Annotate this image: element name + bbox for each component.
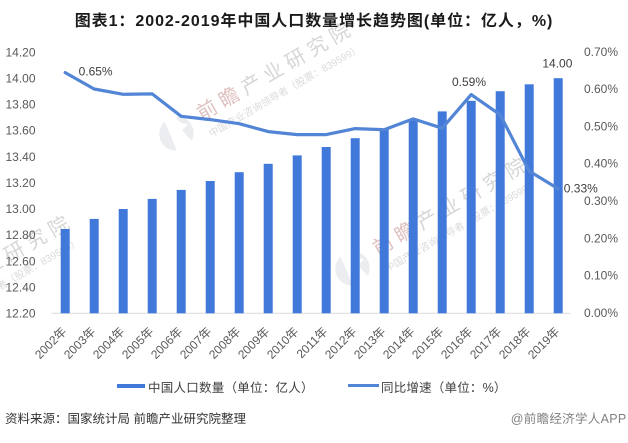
svg-text:2002年: 2002年 [32,324,69,361]
svg-text:2019年: 2019年 [525,324,562,361]
svg-text:0.50%: 0.50% [584,119,618,133]
svg-text:2012年: 2012年 [322,324,359,361]
svg-text:12.80: 12.80 [5,228,35,242]
svg-text:2017年: 2017年 [467,324,504,361]
svg-text:2008年: 2008年 [206,324,243,361]
svg-text:12.20: 12.20 [5,307,35,321]
svg-text:2016年: 2016年 [438,324,475,361]
svg-text:2007年: 2007年 [177,324,214,361]
svg-text:2018年: 2018年 [496,324,533,361]
svg-text:2013年: 2013年 [351,324,388,361]
svg-text:0.65%: 0.65% [79,64,113,78]
svg-text:0.40%: 0.40% [584,157,618,171]
svg-text:2015年: 2015年 [409,324,446,361]
svg-text:0.00%: 0.00% [584,306,618,320]
svg-text:0.60%: 0.60% [584,82,618,96]
svg-text:0.20%: 0.20% [584,231,618,245]
svg-text:14.00: 14.00 [5,71,35,85]
svg-text:12.60: 12.60 [5,254,35,268]
svg-text:2005年: 2005年 [119,324,156,361]
svg-text:13.20: 13.20 [5,176,35,190]
svg-text:13.80: 13.80 [5,98,35,112]
svg-text:13.40: 13.40 [5,150,35,164]
svg-text:2006年: 2006年 [148,324,185,361]
svg-text:2004年: 2004年 [90,324,127,361]
svg-text:0.10%: 0.10% [584,269,618,283]
svg-text:2014年: 2014年 [380,324,417,361]
svg-text:0.59%: 0.59% [452,75,486,89]
svg-text:13.00: 13.00 [5,202,35,216]
svg-text:14.00: 14.00 [542,57,572,71]
svg-text:2010年: 2010年 [264,324,301,361]
svg-text:12.40: 12.40 [5,280,35,294]
svg-text:0.30%: 0.30% [584,194,618,208]
svg-text:14.20: 14.20 [5,45,35,59]
svg-text:0.70%: 0.70% [584,45,618,59]
svg-text:2003年: 2003年 [61,324,98,361]
svg-text:13.60: 13.60 [5,124,35,138]
svg-text:0.33%: 0.33% [564,182,598,196]
svg-text:2009年: 2009年 [235,324,272,361]
